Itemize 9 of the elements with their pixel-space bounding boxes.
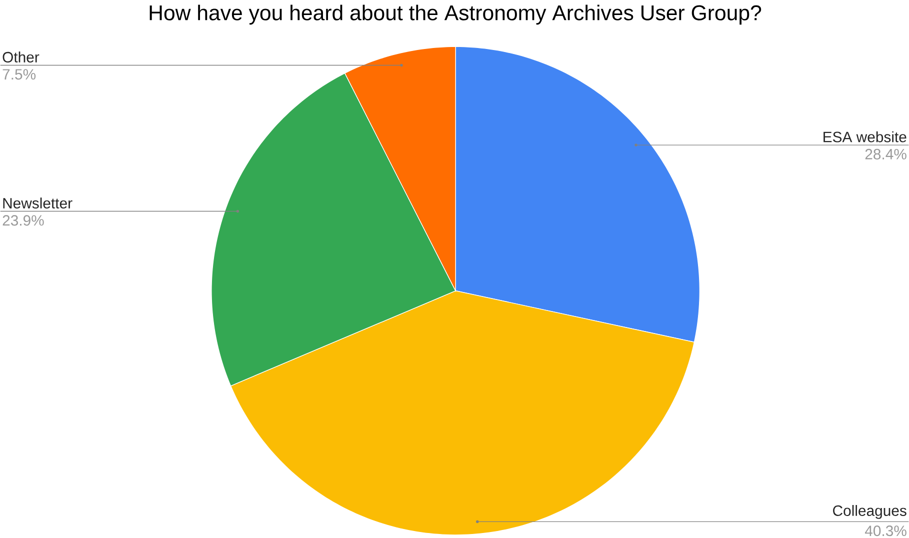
data-label: 23.9% bbox=[2, 215, 44, 226]
chart-title: How have you heard about the Astronomy Archives User Group? bbox=[150, 4, 762, 25]
data-label: 28.4% bbox=[865, 149, 906, 160]
slice-label: ESA website bbox=[824, 132, 906, 143]
slice-label: Newsletter bbox=[3, 198, 72, 209]
data-label: 40.3% bbox=[864, 526, 906, 536]
slice-label: Colleagues bbox=[833, 505, 906, 520]
data-label: 7.5% bbox=[2, 69, 36, 80]
slice-label: Other bbox=[2, 52, 40, 63]
